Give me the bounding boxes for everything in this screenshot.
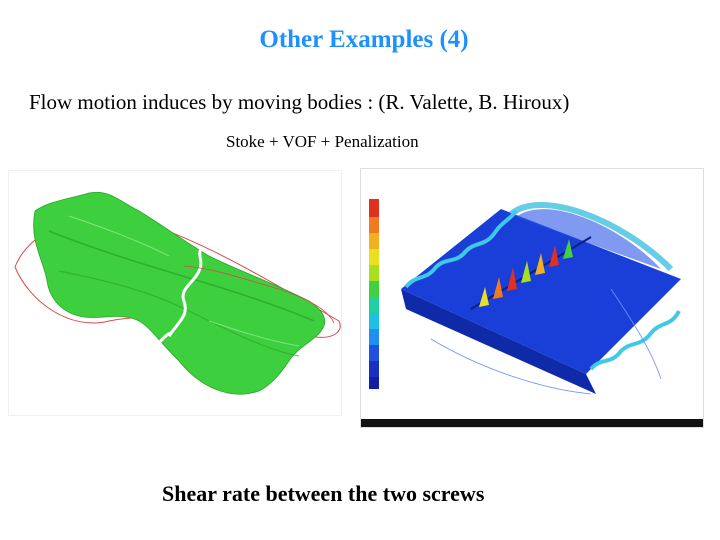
method-label: Stoke + VOF + Penalization (226, 132, 419, 151)
shear-rate-field-with-colorbar-icon (361, 169, 703, 427)
slide-subtitle: Flow motion induces by moving bodies : (… (29, 90, 570, 114)
twin-screw-mesh-figure (8, 170, 342, 416)
figure-caption: Shear rate between the two screws (162, 481, 485, 506)
colorbar-icon (369, 199, 379, 389)
twin-screw-green-mesh-icon (14, 191, 341, 395)
shear-rate-figure (360, 168, 704, 428)
slide-title: Other Examples (4) (259, 26, 469, 53)
